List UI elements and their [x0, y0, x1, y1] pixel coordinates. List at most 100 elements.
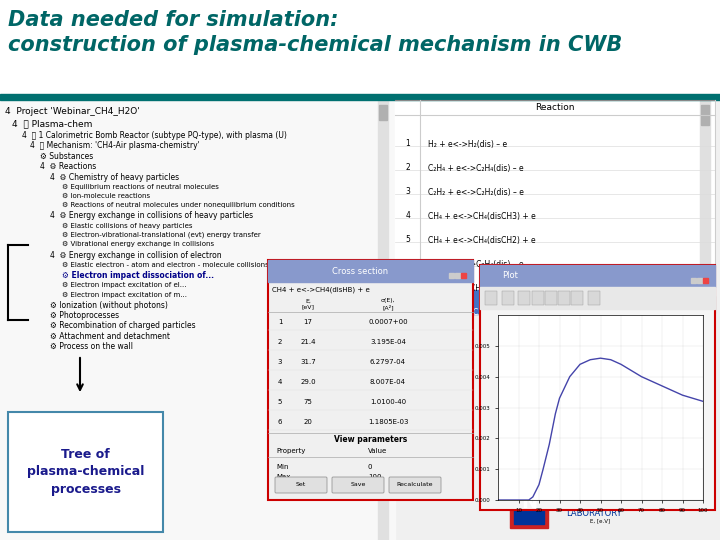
Text: C₂H₄ + e<->C₂H₄(dis) – e: C₂H₄ + e<->C₂H₄(dis) – e [428, 164, 523, 172]
Text: CH₄ + e<->CH₄(disCH2) + e: CH₄ + e<->CH₄(disCH2) + e [428, 235, 536, 245]
Text: ⚙ Electron impact excitation of m...: ⚙ Electron impact excitation of m... [62, 292, 187, 298]
Text: 1.0100-40: 1.0100-40 [370, 399, 406, 405]
Text: 4: 4 [405, 212, 410, 220]
Bar [480, 287, 715, 309]
Text: NTECH: NTECH [560, 483, 639, 503]
Text: 4: 4 [278, 379, 282, 385]
Text: 1: 1 [278, 319, 282, 325]
Bar [510, 478, 548, 528]
Bar [461, 273, 466, 278]
Bar [514, 482, 544, 524]
Text: 2: 2 [278, 339, 282, 345]
Bar [703, 278, 708, 283]
Bar [701, 105, 709, 125]
Bar [0, 100, 395, 540]
Bar [502, 291, 514, 305]
Bar [0, 0, 720, 100]
Text: ⚙ Elastic electron - atom and electron - molecule collisions: ⚙ Elastic electron - atom and electron -… [62, 262, 269, 268]
Bar [697, 278, 702, 283]
Text: 29.0: 29.0 [300, 379, 316, 385]
Text: 3.195E-04: 3.195E-04 [370, 339, 406, 345]
Text: ⚙ Elastic collisions of heavy particles: ⚙ Elastic collisions of heavy particles [62, 223, 192, 229]
Bar [395, 100, 715, 120]
Text: 8: 8 [405, 307, 410, 316]
Text: 2: 2 [405, 164, 410, 172]
Text: 4  ⚙ Reactions: 4 ⚙ Reactions [40, 161, 96, 171]
Text: C₂H₄ + e<->C₂H₄(dis) – e: C₂H₄ + e<->C₂H₄(dis) – e [428, 260, 523, 268]
Text: ⚙ Reactions of neutral molecules under nonequilibrium conditions: ⚙ Reactions of neutral molecules under n… [62, 202, 294, 208]
Text: 3: 3 [278, 359, 282, 365]
Text: Data needed for simulation:: Data needed for simulation: [8, 10, 338, 30]
Text: construction of plasma-chemical mechanism in CWB: construction of plasma-chemical mechanis… [8, 35, 622, 55]
Text: 0: 0 [368, 464, 372, 470]
Text: 5: 5 [278, 399, 282, 405]
FancyBboxPatch shape [332, 477, 384, 493]
Text: 100: 100 [368, 474, 382, 480]
Text: 1.1805E-03: 1.1805E-03 [368, 419, 408, 425]
Bar [378, 100, 388, 540]
FancyBboxPatch shape [275, 477, 327, 493]
Text: ⚙ Electron impact dissociation of...: ⚙ Electron impact dissociation of... [62, 271, 214, 280]
Bar [545, 291, 557, 305]
Text: 21.4: 21.4 [300, 339, 316, 345]
Text: 31.7: 31.7 [300, 359, 316, 365]
FancyBboxPatch shape [698, 295, 714, 313]
Text: 6: 6 [405, 260, 410, 268]
Text: ⚙ Substances: ⚙ Substances [40, 152, 94, 160]
Text: 7: 7 [405, 284, 410, 293]
Text: CH4 + e<->CH4(disHB) + e: CH4 + e<->CH4(disHB) + e [272, 287, 370, 293]
X-axis label: E, [e.V]: E, [e.V] [590, 518, 611, 523]
Text: Plot: Plot [502, 272, 518, 280]
Text: 4  ⚙ Energy exchange in collision of electron: 4 ⚙ Energy exchange in collision of elec… [50, 251, 222, 260]
Bar [700, 100, 710, 310]
Text: 4  📁 1 Calorimetric Bomb Reactor (subtype PQ-type), with plasma (U): 4 📁 1 Calorimetric Bomb Reactor (subtype… [22, 131, 287, 139]
Ellipse shape [0, 5, 400, 85]
Text: N: N [521, 494, 537, 512]
Text: View parameters: View parameters [334, 435, 407, 444]
Text: 6.2797-04: 6.2797-04 [370, 359, 406, 365]
Bar [518, 291, 530, 305]
Text: Max: Max [276, 474, 290, 480]
Bar [379, 105, 387, 120]
Bar [449, 273, 454, 278]
Bar [485, 291, 497, 305]
FancyBboxPatch shape [389, 477, 441, 493]
Text: 4  ⚙ Chemistry of heavy particles: 4 ⚙ Chemistry of heavy particles [50, 172, 179, 181]
Text: Reaction: Reaction [535, 104, 575, 112]
Text: ⚙ Process on the wall: ⚙ Process on the wall [50, 341, 133, 350]
Bar [0, 100, 720, 540]
Text: Save: Save [351, 483, 366, 488]
Text: –σ(P)
[A²]: –σ(P) [A²] [688, 333, 702, 345]
Text: ⚙ Ion-molecule reactions: ⚙ Ion-molecule reactions [62, 193, 150, 199]
Text: ⚙ Equilibrium reactions of neutral molecules: ⚙ Equilibrium reactions of neutral molec… [62, 184, 219, 190]
Bar [8, 412, 163, 532]
Text: σ(E),
[A²]: σ(E), [A²] [381, 298, 395, 310]
Text: ⚙ Ionization (without photons): ⚙ Ionization (without photons) [50, 301, 168, 310]
Text: ⚙ Electron impact excitation of el...: ⚙ Electron impact excitation of el... [62, 282, 186, 288]
Bar [455, 273, 460, 278]
Text: Recalculate: Recalculate [397, 483, 433, 488]
Text: 4  📁 Plasma-chem: 4 📁 Plasma-chem [12, 119, 92, 129]
Text: ⚙ Recombination of charged particles: ⚙ Recombination of charged particles [50, 321, 196, 330]
Text: Value: Value [368, 448, 387, 454]
Bar [571, 291, 583, 305]
Text: 3: 3 [405, 187, 410, 197]
Text: C₂H₂ + e<->C₂H₂(dis) – e: C₂H₂ + e<->C₂H₂(dis) – e [428, 187, 524, 197]
Text: 4  ⚙ Energy exchange in collisions of heavy particles: 4 ⚙ Energy exchange in collisions of hea… [50, 212, 253, 220]
Text: ⚙ Vibrational energy exchange in collisions: ⚙ Vibrational energy exchange in collisi… [62, 241, 214, 247]
Text: Cross section: Cross section [333, 267, 389, 275]
Text: 5: 5 [405, 235, 410, 245]
Bar [268, 260, 473, 282]
Text: CH₄ + e<->CH₄(disHB) + e: CH₄ + e<->CH₄(disHB) + e [428, 307, 531, 316]
Bar [395, 100, 715, 310]
Text: 17: 17 [304, 319, 312, 325]
Text: ⚙ Photoprocesses: ⚙ Photoprocesses [50, 312, 119, 321]
Bar [396, 290, 676, 314]
Bar [588, 291, 600, 305]
Text: 4  Project 'Webinar_CH4_H2O': 4 Project 'Webinar_CH4_H2O' [5, 107, 140, 117]
Text: LABORATORY: LABORATORY [566, 510, 621, 518]
Text: ⚙ Attachment and detachment: ⚙ Attachment and detachment [50, 332, 170, 341]
Bar [268, 260, 473, 500]
Text: 0.0007+00: 0.0007+00 [368, 319, 408, 325]
Text: 1: 1 [405, 139, 410, 148]
